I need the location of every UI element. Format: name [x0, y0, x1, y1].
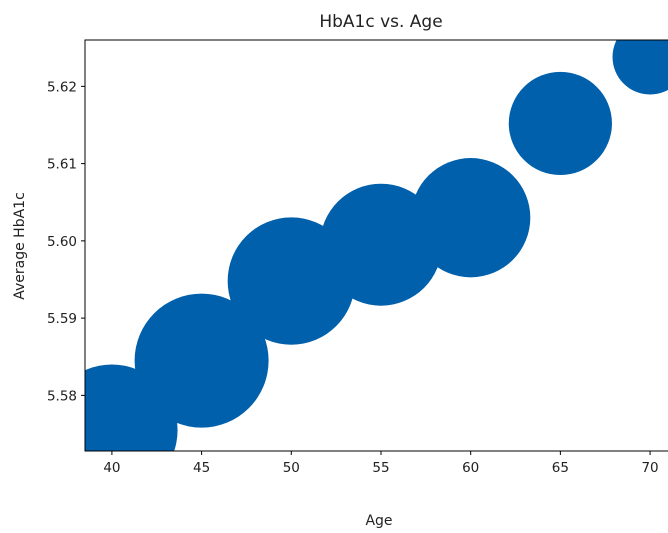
x-axis-label: Age — [365, 513, 392, 528]
plot-frame — [84, 39, 668, 452]
y-tick-label-1: 5.59 — [47, 311, 77, 327]
axes-layer: 40 45 50 55 60 65 70 5.58 5.59 5.60 5.61 5.62 — [47, 39, 668, 476]
points-layer — [85, 40, 668, 451]
chart-title: HbA1c vs. Age — [319, 12, 442, 32]
scatter-point-6 — [612, 40, 668, 95]
y-tick-label-2: 5.60 — [47, 234, 77, 250]
x-tick-label-0: 40 — [103, 460, 120, 476]
x-tick-label-4: 60 — [462, 460, 479, 476]
x-tick-label-2: 50 — [283, 460, 300, 476]
x-tick-label-3: 55 — [372, 460, 389, 476]
y-tick-label-0: 5.58 — [47, 388, 77, 404]
y-tick-label-4: 5.62 — [47, 79, 77, 95]
x-tick-label-1: 45 — [193, 460, 210, 476]
y-tick-label-3: 5.61 — [47, 157, 77, 173]
x-tick-label-6: 70 — [641, 460, 658, 476]
scatter-point-4 — [411, 158, 531, 278]
scatter-point-5 — [508, 71, 612, 176]
scatter-point-1 — [134, 293, 269, 428]
y-axis-label: Average HbA1c — [12, 192, 28, 300]
x-tick-label-5: 65 — [552, 460, 569, 476]
